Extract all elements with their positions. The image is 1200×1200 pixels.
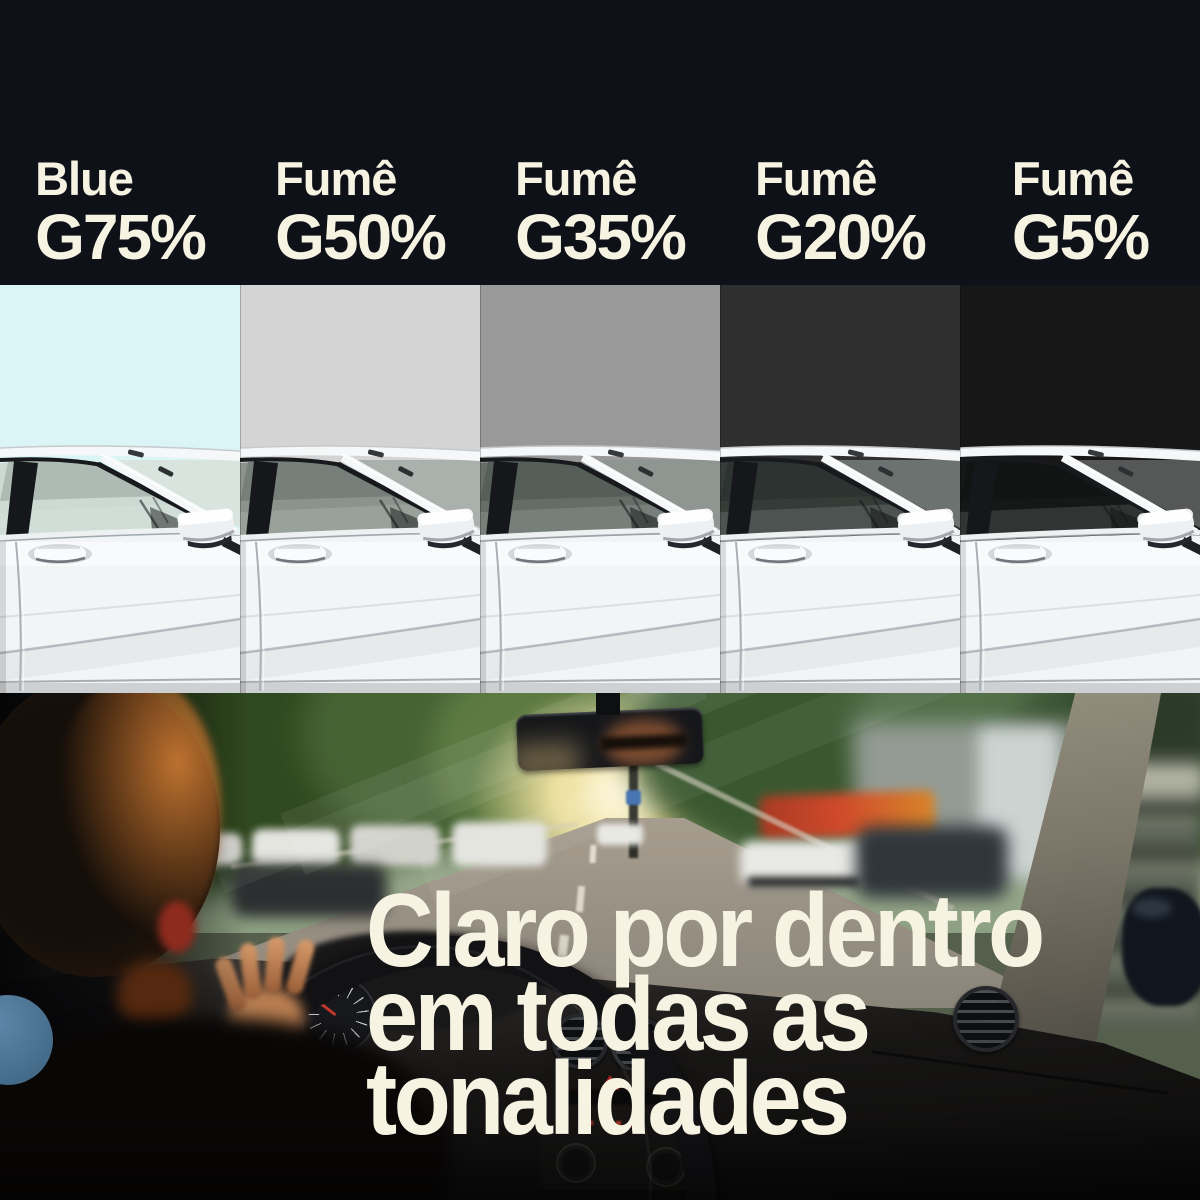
tint-panel-g20	[720, 285, 960, 693]
tint-panel-g35	[480, 285, 720, 693]
tint-panel-g50	[240, 285, 480, 693]
driver-ear	[158, 901, 196, 953]
air-vent	[953, 986, 1019, 1052]
parked-car	[350, 825, 440, 866]
tint-panel-g5	[960, 285, 1200, 693]
car-door-graphic	[720, 285, 960, 693]
dark-car-right	[856, 826, 1008, 898]
car-door-graphic	[480, 285, 720, 693]
headline: Claro por dentro em todas as tonalidades	[366, 873, 1045, 1157]
parked-car	[452, 822, 547, 866]
variant-grade: G75%	[35, 201, 207, 273]
variant-grade: G50%	[275, 201, 447, 273]
street-sign	[626, 790, 641, 805]
street-pole	[629, 763, 638, 858]
variant-label-g50: Fumê G50%	[240, 0, 480, 285]
white-car-right-shadow	[748, 877, 860, 887]
variant-label-g5: Fumê G5%	[960, 0, 1200, 285]
parked-car	[252, 829, 340, 866]
car-door-graphic	[960, 285, 1200, 693]
variant-name: Blue	[35, 152, 134, 205]
side-mirror-highlight	[1132, 898, 1172, 918]
rearview-mirror	[515, 706, 705, 772]
tint-panel-g75	[0, 285, 240, 693]
car-ahead	[597, 824, 643, 845]
headline-line: Claro por dentro	[366, 873, 1045, 989]
variant-label-g75: Blue G75%	[0, 0, 240, 285]
car-door-graphic	[0, 285, 240, 693]
driver-hair-highlight	[52, 693, 222, 953]
car-door-graphic	[240, 285, 480, 693]
rearview-mirror-glow	[515, 740, 581, 772]
rearview-mirror-stem	[596, 693, 620, 715]
bottom-shadow	[0, 1113, 1200, 1200]
passing-car	[232, 865, 387, 917]
variant-name: Fumê	[515, 152, 637, 205]
car-interior-photo: Claro por dentro em todas as tonalidades	[0, 693, 1200, 1200]
headline-line: em todas as	[366, 957, 871, 1073]
lane-marking	[589, 844, 597, 864]
variant-label-g35: Fumê G35%	[480, 0, 720, 285]
variant-name: Fumê	[1011, 152, 1134, 205]
variant-label-g20: Fumê G20%	[720, 0, 960, 285]
driver-neck	[118, 961, 192, 1027]
variant-grade: G35%	[515, 201, 687, 273]
variant-grade: G20%	[755, 201, 927, 273]
headline-line: tonalidades	[366, 1041, 850, 1157]
variant-name: Fumê	[275, 152, 397, 205]
variant-name: Fumê	[755, 152, 877, 205]
tint-labels-row: Blue G75% Fumê G50% Fumê G35% Fumê G20%	[0, 0, 1200, 285]
variant-grade: G5%	[1011, 201, 1150, 273]
tint-panels-row	[0, 285, 1200, 693]
